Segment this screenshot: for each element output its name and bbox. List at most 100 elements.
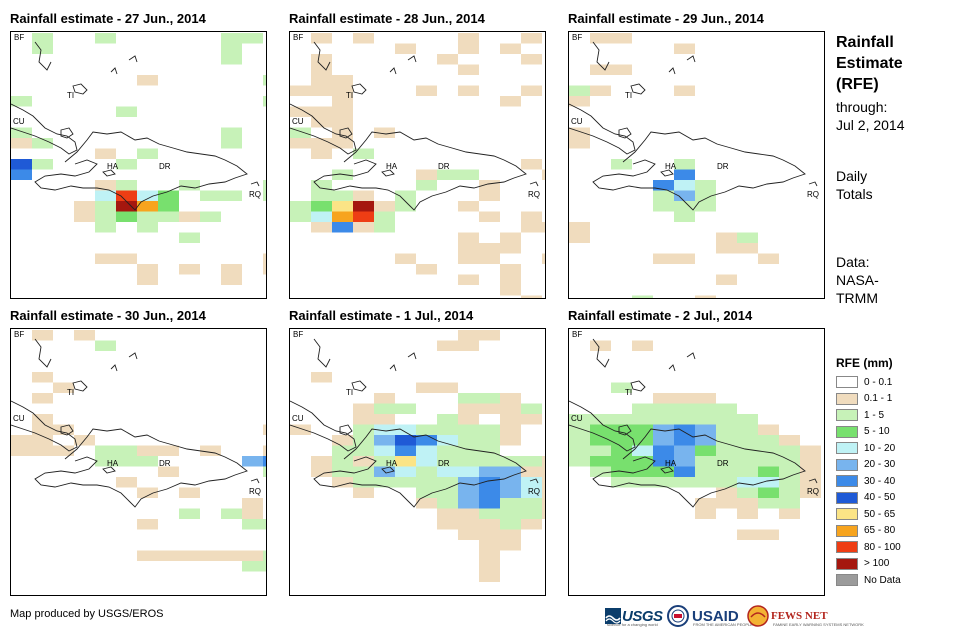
rainfall-cell — [705, 414, 716, 425]
rainfall-cell — [342, 222, 353, 233]
country-label-bf: BF — [14, 330, 24, 339]
rainfall-cell — [810, 466, 821, 477]
coastline-outline — [389, 67, 397, 75]
rainfall-cell — [437, 498, 448, 509]
rainfall-cell — [479, 571, 490, 582]
rainfall-cell — [137, 445, 148, 456]
rainfall-cell — [510, 540, 521, 551]
rainfall-cell — [674, 456, 685, 467]
rainfall-cell — [105, 445, 116, 456]
rainfall-cell — [252, 561, 263, 572]
rainfall-cell — [210, 190, 221, 201]
rainfall-cell — [468, 424, 479, 435]
rainfall-cell — [105, 180, 116, 191]
rainfall-cell — [426, 424, 437, 435]
rainfall-cell — [600, 33, 611, 44]
rainfall-cell — [416, 498, 427, 509]
rainfall-cell — [221, 138, 232, 149]
side-title: Rainfall Estimate (RFE) — [836, 32, 903, 95]
rainfall-cell — [632, 403, 643, 414]
rainfall-cell — [11, 159, 22, 170]
rainfall-cell — [374, 466, 385, 477]
rainfall-cell — [479, 550, 490, 561]
rainfall-cell — [147, 550, 158, 561]
rainfall-cell — [189, 550, 200, 561]
rainfall-cell — [747, 232, 758, 243]
rainfall-cell — [663, 456, 674, 467]
rainfall-cell — [542, 487, 545, 498]
country-label-ha: HA — [107, 162, 119, 171]
rainfall-cell — [611, 382, 622, 393]
coastline-outline — [250, 478, 260, 484]
coastline-outline — [60, 424, 74, 436]
rainfall-cell — [437, 466, 448, 477]
rainfall-cell — [374, 211, 385, 222]
rainfall-cell — [332, 190, 343, 201]
rainfall-cell — [374, 456, 385, 467]
rainfall-cell — [137, 190, 148, 201]
rainfall-cell — [63, 382, 74, 393]
rainfall-cell — [158, 445, 169, 456]
coastline-outline — [529, 181, 539, 187]
rainfall-cell — [747, 243, 758, 254]
rainfall-cell — [395, 201, 406, 212]
coastline-outline — [668, 67, 676, 75]
rainfall-cell — [500, 529, 511, 540]
rainfall-cell — [500, 264, 511, 275]
rainfall-cell — [311, 222, 322, 233]
rainfall-cell — [116, 477, 127, 488]
rainfall-cell — [447, 477, 458, 488]
rainfall-cell — [579, 85, 590, 96]
rainfall-cell — [569, 445, 580, 456]
rainfall-cell — [321, 64, 332, 75]
rainfall-cell — [353, 477, 364, 488]
rainfall-cell — [426, 445, 437, 456]
rainfall-cell — [500, 487, 511, 498]
rainfall-cell — [353, 201, 364, 212]
rainfall-cell — [716, 456, 727, 467]
rainfall-cell — [479, 253, 490, 264]
rainfall-cell — [137, 75, 148, 86]
rainfall-cell — [779, 445, 790, 456]
rainfall-cell — [252, 519, 263, 530]
rainfall-cell — [695, 393, 706, 404]
country-label-ti: TI — [625, 388, 632, 397]
country-label-ha: HA — [665, 162, 677, 171]
rainfall-cell — [705, 295, 716, 298]
rainfall-cell — [11, 169, 22, 180]
rainfall-cell — [468, 393, 479, 404]
legend-swatch — [836, 442, 858, 455]
rainfall-cell — [221, 127, 232, 138]
rainfall-cell — [468, 508, 479, 519]
rainfall-cell — [458, 33, 469, 44]
rainfall-cell — [479, 403, 490, 414]
rainfall-cell — [653, 190, 664, 201]
rainfall-cell — [231, 508, 242, 519]
rainfall-cell — [95, 253, 106, 264]
rainfall-cell — [437, 340, 448, 351]
rainfall-cell — [426, 456, 437, 467]
rainfall-cell — [531, 295, 542, 298]
rainfall-cell — [416, 435, 427, 446]
rainfall-cell — [116, 445, 127, 456]
rainfall-cell — [500, 393, 511, 404]
side-title-line1: Rainfall — [836, 34, 894, 51]
rainfall-cell — [53, 424, 64, 435]
rainfall-cell — [611, 64, 622, 75]
legend-swatch — [836, 491, 858, 504]
coastline-outline — [630, 83, 646, 95]
legend-swatch — [836, 475, 858, 488]
rainfall-cell — [579, 435, 590, 446]
rainfall-cell — [426, 85, 437, 96]
rainfall-cell — [726, 414, 737, 425]
rainfall-cell — [653, 393, 664, 404]
rainfall-cell — [674, 85, 685, 96]
rainfall-cell — [395, 435, 406, 446]
rainfall-cell — [653, 456, 664, 467]
rainfall-cell — [600, 340, 611, 351]
rainfall-cell — [342, 106, 353, 117]
rainfall-cell — [384, 201, 395, 212]
rainfall-cell — [353, 148, 364, 159]
rainfall-cell — [684, 253, 695, 264]
rainfall-cell — [126, 106, 137, 117]
